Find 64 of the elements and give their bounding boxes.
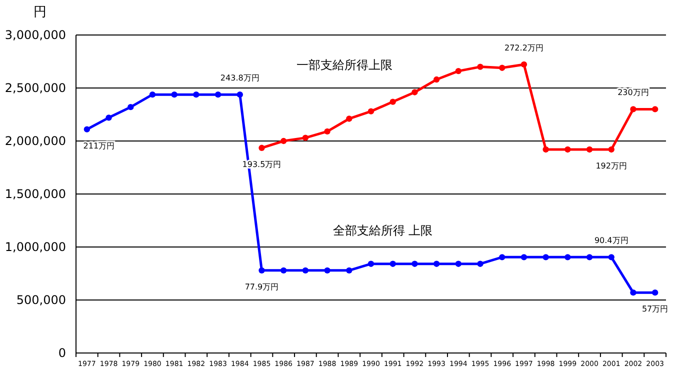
point bbox=[412, 89, 418, 96]
annotation: 57万円 bbox=[642, 304, 668, 314]
point bbox=[84, 126, 90, 132]
annotation: 192万円 bbox=[596, 161, 628, 170]
point bbox=[214, 91, 222, 98]
point bbox=[564, 146, 571, 153]
point bbox=[258, 144, 265, 151]
point bbox=[280, 267, 287, 274]
point bbox=[236, 91, 243, 98]
series-label: 全部支給所得 上限 bbox=[332, 223, 433, 238]
point bbox=[171, 91, 178, 98]
point bbox=[302, 267, 309, 274]
y-tick-label: 3,000,000 bbox=[4, 28, 66, 42]
point bbox=[542, 146, 549, 153]
y-axis-title: 円 bbox=[34, 5, 46, 20]
point bbox=[630, 289, 636, 296]
point bbox=[390, 260, 396, 267]
point bbox=[499, 254, 506, 260]
point bbox=[564, 254, 571, 260]
annotation: 211万円 bbox=[83, 141, 115, 150]
point bbox=[455, 260, 462, 267]
annotation: 272.2万円 bbox=[504, 43, 544, 52]
annotation: 230万円 bbox=[618, 88, 649, 98]
point bbox=[630, 106, 636, 112]
y-tick-label: 0 bbox=[58, 346, 66, 360]
point bbox=[106, 114, 112, 121]
point bbox=[193, 91, 200, 98]
point bbox=[302, 134, 309, 141]
y-tick-label: 1,000,000 bbox=[4, 240, 66, 254]
y-tick-label: 2,500,000 bbox=[4, 80, 66, 95]
point bbox=[608, 146, 614, 153]
point bbox=[433, 260, 440, 267]
point bbox=[346, 267, 352, 274]
annotation: 243.8万円 bbox=[220, 74, 260, 83]
point bbox=[499, 64, 506, 71]
point bbox=[324, 128, 330, 135]
point bbox=[258, 267, 265, 274]
point bbox=[608, 254, 614, 260]
point bbox=[455, 68, 462, 74]
point bbox=[652, 289, 658, 296]
point bbox=[477, 64, 484, 70]
point bbox=[586, 146, 593, 153]
point bbox=[586, 254, 593, 260]
point bbox=[324, 267, 330, 274]
y-tick-label: 2,000,000 bbox=[4, 134, 66, 148]
y-tick-label: 500,000 bbox=[16, 292, 66, 307]
point bbox=[433, 76, 440, 83]
point bbox=[390, 98, 396, 105]
annotation: 90.4万円 bbox=[594, 236, 628, 246]
point bbox=[542, 254, 549, 260]
point bbox=[128, 104, 134, 110]
y-tick-label: 1,500,000 bbox=[4, 186, 66, 201]
point bbox=[280, 138, 287, 144]
annotation: 77.9万円 bbox=[244, 282, 279, 292]
point bbox=[149, 91, 156, 98]
text: 一部支給所得上限 bbox=[296, 58, 392, 72]
point bbox=[368, 108, 374, 114]
point bbox=[520, 61, 528, 68]
point bbox=[652, 106, 658, 112]
point bbox=[368, 260, 374, 267]
point bbox=[520, 254, 528, 260]
point bbox=[346, 116, 352, 122]
point bbox=[412, 260, 418, 267]
point bbox=[477, 260, 484, 267]
